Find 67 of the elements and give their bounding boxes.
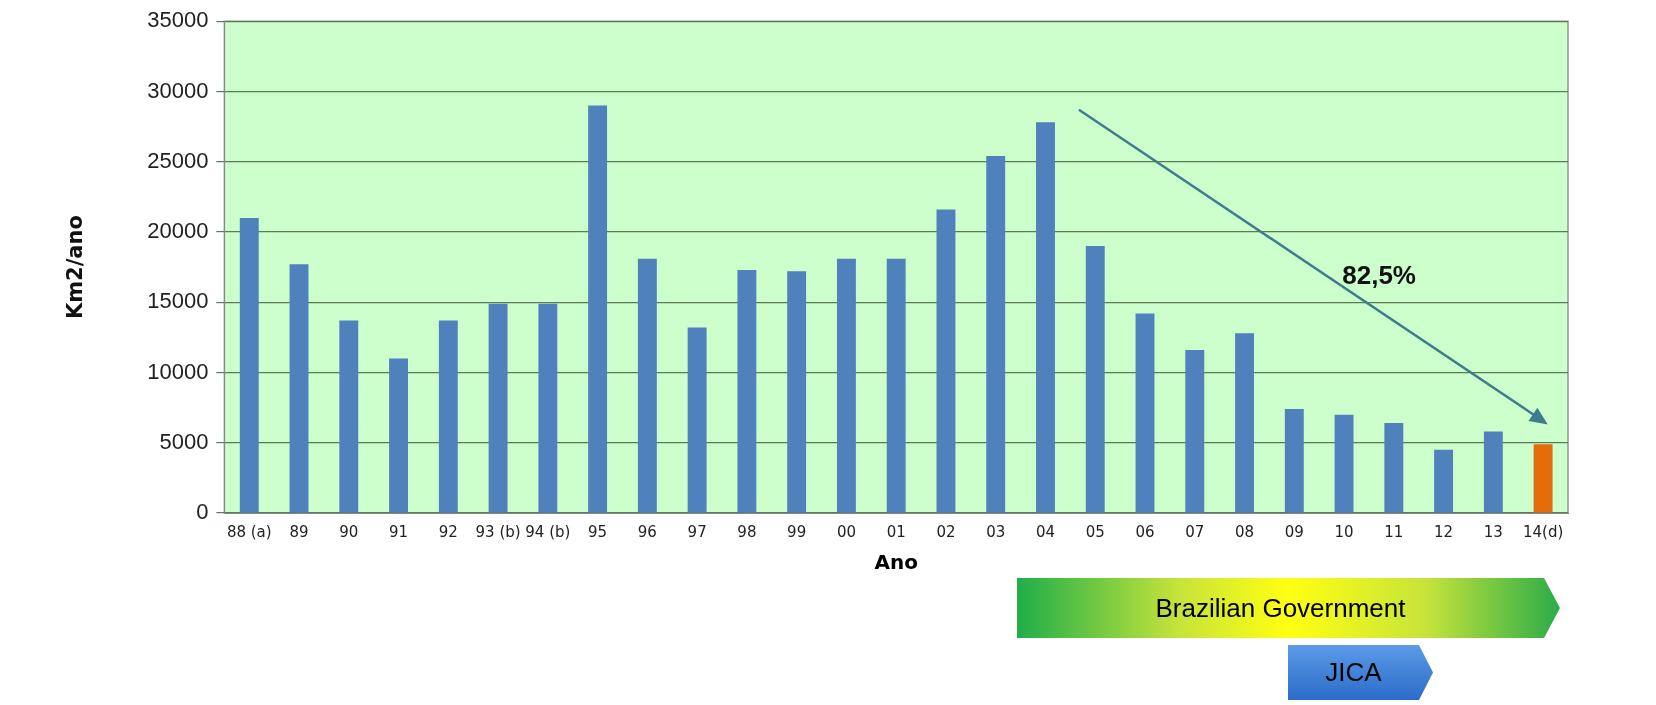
x-tick-label: 96 bbox=[637, 522, 657, 541]
x-tick-label: 97 bbox=[687, 522, 707, 541]
x-tick-label: 91 bbox=[389, 522, 409, 541]
x-tick-label: 14(d) bbox=[1522, 522, 1564, 541]
x-tick-label: 07 bbox=[1185, 522, 1205, 541]
x-tick-label: 98 bbox=[737, 522, 757, 541]
y-tick-label: 0 bbox=[196, 499, 209, 525]
bar bbox=[438, 320, 458, 513]
x-tick-label: 92 bbox=[438, 522, 458, 541]
annotation: 82,5% bbox=[1342, 260, 1417, 291]
bar bbox=[1384, 423, 1404, 513]
bar bbox=[1483, 431, 1503, 513]
x-tick-label: 09 bbox=[1284, 522, 1304, 541]
x-tick-label: 12 bbox=[1434, 522, 1454, 541]
bar bbox=[339, 320, 359, 513]
bar bbox=[1334, 414, 1354, 513]
bar bbox=[687, 327, 707, 513]
y-tick-label: 25000 bbox=[147, 147, 209, 173]
bar bbox=[1085, 246, 1105, 513]
bar bbox=[986, 156, 1006, 513]
bar bbox=[1284, 409, 1304, 513]
bar bbox=[1533, 444, 1553, 513]
y-tick-label: 15000 bbox=[147, 288, 209, 314]
bar bbox=[1185, 350, 1205, 513]
bar bbox=[488, 303, 508, 513]
x-tick-label: 13 bbox=[1483, 522, 1503, 541]
y-tick-label: 20000 bbox=[147, 218, 209, 244]
x-tick-label: 89 bbox=[289, 522, 309, 541]
x-tick-label: 05 bbox=[1085, 522, 1105, 541]
bar bbox=[588, 105, 608, 513]
bar bbox=[936, 209, 956, 513]
x-axis-title: Ano bbox=[874, 550, 918, 574]
bar bbox=[886, 258, 906, 513]
bar bbox=[1434, 449, 1454, 513]
x-tick-label: 01 bbox=[886, 522, 906, 541]
x-tick-label: 94 (b) bbox=[525, 522, 571, 541]
x-tick-label: 99 bbox=[787, 522, 807, 541]
x-tick-label: 88 (a) bbox=[226, 522, 272, 541]
bar bbox=[1135, 313, 1155, 513]
x-tick-label: 11 bbox=[1384, 522, 1404, 541]
x-tick-label: 04 bbox=[1035, 522, 1056, 541]
x-tick-label: 06 bbox=[1135, 522, 1155, 541]
y-tick-label: 30000 bbox=[147, 77, 209, 103]
x-tick-label: 02 bbox=[936, 522, 956, 541]
bar bbox=[389, 358, 409, 513]
x-tick-label: 95 bbox=[588, 522, 608, 541]
bar bbox=[737, 269, 757, 513]
x-tick-label: 08 bbox=[1234, 522, 1255, 541]
bar bbox=[836, 258, 856, 513]
y-tick-label: 35000 bbox=[147, 7, 209, 33]
y-tick-label: 5000 bbox=[159, 428, 209, 454]
x-tick-label: 90 bbox=[339, 522, 359, 541]
bar bbox=[1036, 122, 1055, 513]
bar bbox=[787, 271, 807, 513]
bar bbox=[1235, 333, 1254, 513]
x-tick-label: 10 bbox=[1334, 522, 1354, 541]
bar bbox=[637, 258, 657, 513]
y-tick-label: 10000 bbox=[147, 358, 209, 384]
bar bbox=[289, 264, 309, 513]
text: Brazilian Government bbox=[1154, 591, 1407, 625]
bar bbox=[538, 303, 558, 513]
x-tick-label: 00 bbox=[836, 522, 856, 541]
bar bbox=[239, 217, 259, 513]
x-tick-label: 03 bbox=[986, 522, 1006, 541]
text: JICA bbox=[1324, 656, 1383, 689]
y-axis-title: Km2/ano bbox=[63, 215, 88, 320]
x-tick-label: 93 (b) bbox=[475, 522, 521, 541]
